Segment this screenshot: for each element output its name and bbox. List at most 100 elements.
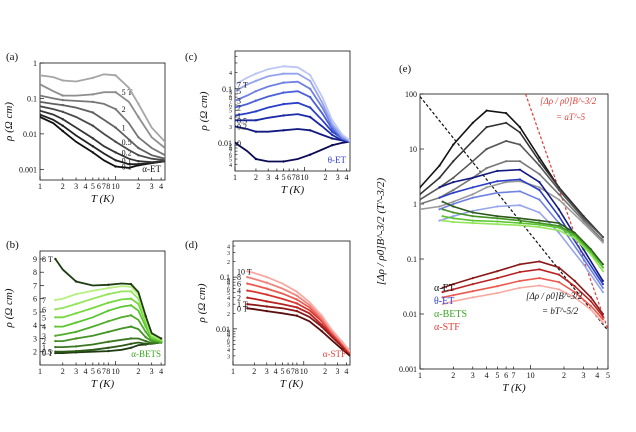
x-tick-label: 5 (91, 367, 95, 376)
series-label: 0 T (237, 304, 248, 313)
data-point (538, 186, 541, 189)
x-tick-label: 6 (286, 367, 290, 376)
series-line (439, 178, 604, 285)
data-point (420, 198, 422, 201)
series-label: 1 (237, 111, 241, 120)
y-minor-tick-label: 4 (227, 245, 230, 251)
series-line (235, 72, 350, 142)
data-point (91, 145, 95, 148)
data-point (129, 304, 133, 307)
series-label: 2 (122, 105, 126, 114)
y-tick-label: 2 (33, 348, 37, 357)
x-tick-label: 8 (106, 367, 110, 376)
data-point (265, 300, 268, 303)
y-minor-tick-label: 9 (227, 330, 230, 336)
x-tick-label: 10 (112, 182, 120, 191)
y-tick-label: 0.01 (403, 310, 417, 319)
data-point (144, 342, 147, 345)
y-minor-tick-label: 5 (227, 291, 230, 297)
legend-entry: α-STF (434, 322, 460, 333)
series-line (442, 277, 604, 320)
data-point (441, 286, 444, 289)
data-point (452, 176, 455, 179)
data-point (471, 211, 474, 214)
data-point (471, 209, 474, 212)
data-point (557, 193, 561, 196)
series-line (55, 325, 162, 344)
x-tick-label: 10 (527, 371, 535, 380)
x-tick-label: 6 (97, 182, 101, 191)
x-tick-label: 2 (451, 371, 455, 380)
series-label: 4 (42, 323, 46, 332)
series-label: 3 (237, 97, 241, 106)
data-point (159, 337, 163, 340)
y-axis-label: ρ (Ω cm) (3, 102, 15, 142)
data-point (452, 217, 455, 220)
data-point (518, 178, 522, 181)
panel-label: (e) (399, 63, 412, 75)
data-point (107, 349, 110, 353)
data-point (235, 99, 237, 102)
data-point (452, 143, 455, 146)
data-point (573, 285, 576, 288)
x-tick-label: 2 (136, 367, 140, 376)
legend-entry: α-BETS (434, 309, 467, 320)
data-point (485, 147, 488, 151)
data-point (54, 345, 57, 349)
material-label: α-BETS (131, 349, 161, 359)
data-point (582, 263, 585, 266)
y-axis-label: ρ (Ω cm) (3, 288, 15, 328)
series-line (235, 80, 350, 143)
data-point (496, 292, 499, 295)
x-tick-label: 3 (74, 182, 78, 191)
data-point (265, 287, 268, 290)
data-point (441, 200, 444, 203)
data-point (54, 316, 57, 319)
y-minor-tick-label: 6 (229, 153, 232, 159)
material-label: α-ET (142, 164, 161, 174)
data-point (518, 190, 522, 193)
data-point (137, 163, 140, 166)
y-tick-label: 0.001 (399, 365, 417, 374)
x-axis-label: T (K) (91, 378, 115, 390)
data-point (129, 285, 133, 288)
material-label: θ-ET (328, 155, 347, 165)
x-tick-label: 4 (275, 173, 279, 182)
data-point (518, 160, 522, 163)
series-label: 1 (42, 343, 46, 352)
data-point (282, 102, 285, 106)
series-line (442, 260, 604, 315)
data-point (557, 186, 561, 189)
data-point (485, 109, 488, 112)
series-label: 2 (42, 337, 46, 346)
data-point (471, 193, 474, 196)
data-point (452, 300, 455, 303)
data-point (341, 348, 344, 351)
data-point (295, 294, 299, 297)
data-point (61, 98, 64, 102)
data-point (518, 131, 522, 134)
data-point (518, 143, 522, 146)
x-tick-label: 8 (296, 173, 300, 182)
data-point (235, 83, 237, 86)
series-line (235, 90, 350, 143)
y-minor-tick-label: 7 (229, 150, 232, 156)
data-point (589, 300, 593, 303)
data-point (557, 266, 561, 269)
series-label: 5 (237, 87, 241, 96)
data-point (129, 325, 133, 328)
data-point (496, 215, 499, 218)
data-point (282, 129, 285, 132)
data-point (452, 191, 455, 194)
y-minor-tick-label: 7 (227, 284, 230, 290)
data-point (582, 253, 585, 256)
data-point (254, 119, 258, 122)
data-point (471, 283, 474, 286)
x-tick-label: 10 (300, 367, 308, 376)
data-point (254, 157, 258, 161)
data-point (452, 160, 455, 163)
data-point (589, 304, 593, 308)
data-point (452, 181, 455, 184)
x-tick-label: 2 (254, 173, 258, 182)
series-line (235, 125, 350, 143)
